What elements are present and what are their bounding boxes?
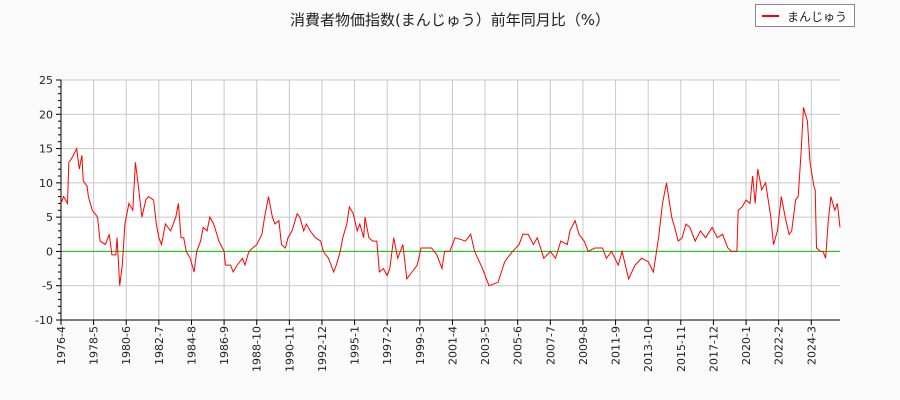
x-tick-label: 2003-5 <box>479 326 492 365</box>
y-tick-label: 0 <box>46 245 53 258</box>
x-tick-label: 2017-12 <box>707 326 720 372</box>
x-tick-label: 2005-6 <box>512 326 525 365</box>
x-tick-label: 1997-2 <box>381 326 394 365</box>
x-tick-label: 2013-10 <box>642 326 655 372</box>
legend: まんじゅう <box>755 4 855 27</box>
chart-title: 消費者物価指数(まんじゅう）前年同月比（%） <box>289 11 611 29</box>
x-tick-label: 2007-7 <box>544 326 557 365</box>
y-tick-label: 5 <box>46 211 53 224</box>
x-tick-label: 1986-9 <box>218 326 231 365</box>
plot-background <box>61 80 840 320</box>
x-tick-label: 1990-11 <box>283 326 296 372</box>
y-tick-label: 20 <box>39 108 53 121</box>
x-tick-label: 2020-1 <box>740 326 753 365</box>
x-tick-label: 1980-6 <box>120 326 133 365</box>
x-tick-label: 1984-8 <box>185 326 198 365</box>
x-tick-label: 1982-7 <box>153 326 166 365</box>
legend-label: まんじゅう <box>787 10 848 24</box>
legend-swatch <box>762 15 779 17</box>
x-tick-label: 1988-10 <box>251 326 264 372</box>
x-tick-label: 2001-4 <box>446 326 459 365</box>
y-tick-label: 10 <box>39 177 53 190</box>
x-tick-label: 2011-9 <box>610 326 623 365</box>
x-tick-label: 2015-11 <box>675 326 688 372</box>
y-tick-label: 25 <box>39 74 53 87</box>
x-tick-label: 1999-3 <box>414 326 427 365</box>
x-tick-label: 2022-2 <box>773 326 786 365</box>
y-tick-label: -10 <box>35 314 53 327</box>
x-tick-label: 2024-3 <box>805 326 818 365</box>
series-line <box>60 107 841 287</box>
x-tick-label: 1995-1 <box>349 326 362 365</box>
x-tick-label: 1992-12 <box>316 326 329 372</box>
y-tick-label: -5 <box>42 280 53 293</box>
x-tick-label: 2009-8 <box>577 326 590 365</box>
x-tick-label: 1976-4 <box>55 326 68 365</box>
y-tick-label: 15 <box>39 143 53 156</box>
x-tick-label: 1978-5 <box>88 326 101 365</box>
